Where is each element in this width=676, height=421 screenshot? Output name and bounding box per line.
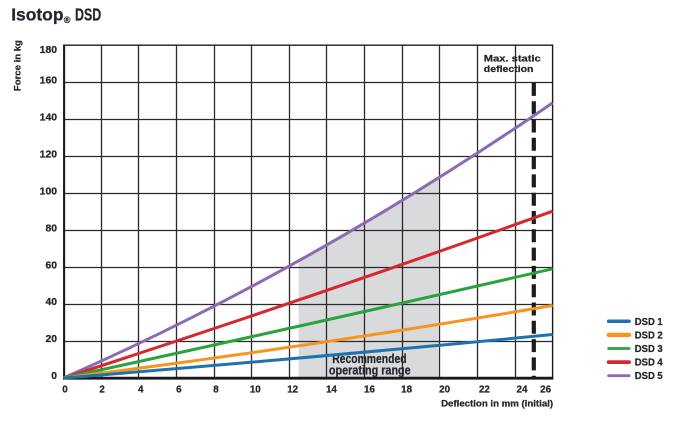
svg-text:8: 8 (213, 384, 219, 395)
svg-text:Isotop: Isotop (11, 4, 63, 24)
svg-text:14: 14 (326, 384, 337, 395)
svg-text:80: 80 (46, 223, 58, 234)
svg-text:Deflection in mm (initial): Deflection in mm (initial) (441, 398, 553, 409)
svg-text:6: 6 (176, 384, 182, 395)
svg-text:0: 0 (51, 371, 57, 382)
svg-text:180: 180 (40, 45, 58, 56)
svg-text:100: 100 (40, 186, 58, 197)
svg-text:18: 18 (401, 384, 412, 395)
svg-text:DSD 5: DSD 5 (635, 371, 663, 382)
svg-text:26: 26 (540, 384, 551, 395)
svg-text:22: 22 (479, 384, 490, 395)
svg-text:DSD 3: DSD 3 (635, 344, 663, 355)
svg-text:20: 20 (439, 384, 450, 395)
svg-text:20: 20 (46, 334, 58, 345)
svg-text:operating range: operating range (329, 363, 411, 378)
svg-text:60: 60 (46, 260, 58, 271)
svg-text:Force in kg: Force in kg (12, 40, 23, 91)
svg-text:140: 140 (40, 113, 58, 124)
svg-text:16: 16 (364, 384, 375, 395)
svg-text:DSD 1: DSD 1 (635, 317, 663, 328)
svg-text:40: 40 (46, 297, 58, 308)
svg-text:10: 10 (250, 384, 261, 395)
svg-text:DSD 2: DSD 2 (635, 330, 663, 341)
svg-text:120: 120 (40, 150, 58, 161)
svg-text:DSD 4: DSD 4 (635, 358, 663, 369)
svg-text:4: 4 (138, 384, 144, 395)
svg-text:DSD: DSD (75, 4, 101, 24)
svg-text:deflection: deflection (484, 63, 534, 74)
svg-text:®: ® (64, 15, 71, 25)
svg-text:12: 12 (287, 384, 298, 395)
svg-text:0: 0 (62, 384, 68, 395)
svg-text:2: 2 (99, 384, 105, 395)
svg-text:24: 24 (517, 384, 528, 395)
svg-text:Max. static: Max. static (484, 53, 541, 64)
svg-text:160: 160 (40, 76, 58, 87)
